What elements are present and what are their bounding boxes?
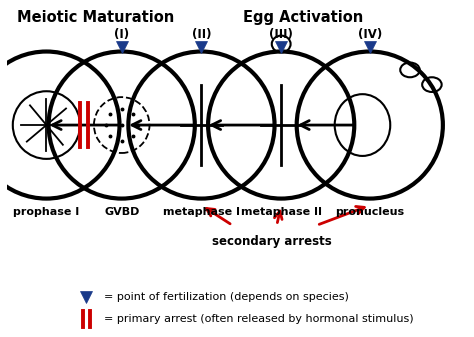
Text: (III): (III)	[269, 29, 293, 41]
Text: GVBD: GVBD	[104, 207, 139, 217]
Text: secondary arrests: secondary arrests	[212, 235, 332, 248]
Text: (II): (II)	[191, 29, 211, 41]
Text: = point of fertilization (depends on species): = point of fertilization (depends on spe…	[104, 292, 349, 302]
Text: Egg Activation: Egg Activation	[243, 10, 364, 25]
Text: (IV): (IV)	[358, 29, 382, 41]
Text: pronucleus: pronucleus	[335, 207, 404, 217]
Text: prophase I: prophase I	[13, 207, 80, 217]
Text: = primary arrest (often released by hormonal stimulus): = primary arrest (often released by horm…	[104, 314, 414, 324]
Text: metaphase II: metaphase II	[241, 207, 322, 217]
Text: Meiotic Maturation: Meiotic Maturation	[17, 10, 174, 25]
Text: (I): (I)	[114, 29, 129, 41]
Text: metaphase I: metaphase I	[163, 207, 240, 217]
